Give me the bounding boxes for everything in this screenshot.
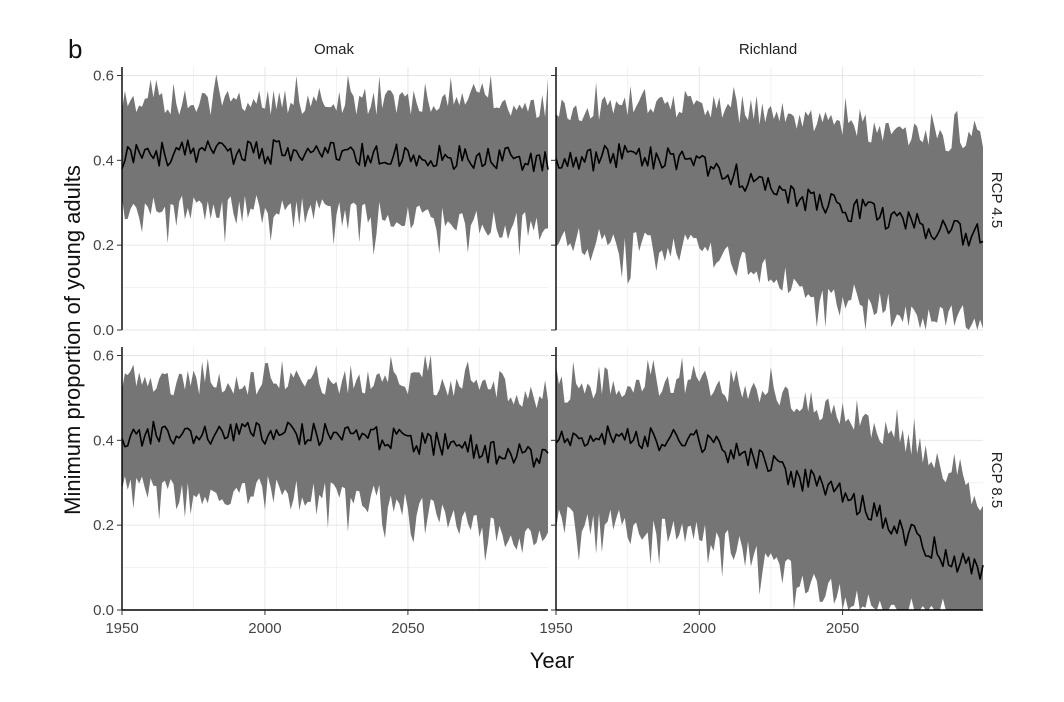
y-tick-label: 0.6 (93, 67, 114, 84)
series-band-3-0 (556, 357, 983, 610)
series-line-0-0 (121, 139, 549, 173)
column-strip-omak: Omak (314, 41, 355, 58)
series-band-1-0 (556, 82, 983, 330)
y-tick-label: 0.0 (93, 602, 114, 619)
y-tick-label: 0.0 (93, 322, 114, 339)
panel-richland-45 (551, 67, 984, 331)
series-line-1-0 (555, 143, 984, 247)
y-tick-label: 0.6 (93, 347, 114, 364)
x-axis-title: Year (530, 648, 574, 673)
series-band-0-0 (122, 74, 548, 257)
series-band-2-0 (122, 354, 548, 562)
y-tick-label: 0.2 (93, 237, 114, 254)
x-tick-label: 2000 (683, 620, 716, 637)
row-strip-rcp45: RCP 4.5 (988, 172, 1005, 228)
x-tick-label: 2000 (248, 620, 281, 637)
y-tick-label: 0.4 (93, 152, 114, 169)
row-strip-rcp85: RCP 8.5 (988, 452, 1005, 508)
series-line-2-0 (121, 420, 549, 468)
panel-omak-85: 0.0 0.2 0.4 0.6 1950 2000 2050 (93, 347, 549, 637)
x-tick-label: 1950 (539, 620, 572, 637)
x-tick-label: 2050 (826, 620, 859, 637)
panel-richland-85: 1950 2000 2050 (539, 347, 984, 637)
x-tick-label: 2050 (391, 620, 424, 637)
y-tick-label: 0.2 (93, 517, 114, 534)
y-axis-title: Minimum proportion of young adults (60, 165, 85, 515)
series-line-3-0 (555, 425, 984, 580)
panel-tag: b (68, 34, 82, 64)
x-tick-label: 1950 (105, 620, 138, 637)
column-strip-richland: Richland (739, 41, 797, 58)
y-tick-label: 0.4 (93, 432, 114, 449)
panel-omak-45: 0.0 0.2 0.4 0.6 (93, 67, 549, 339)
